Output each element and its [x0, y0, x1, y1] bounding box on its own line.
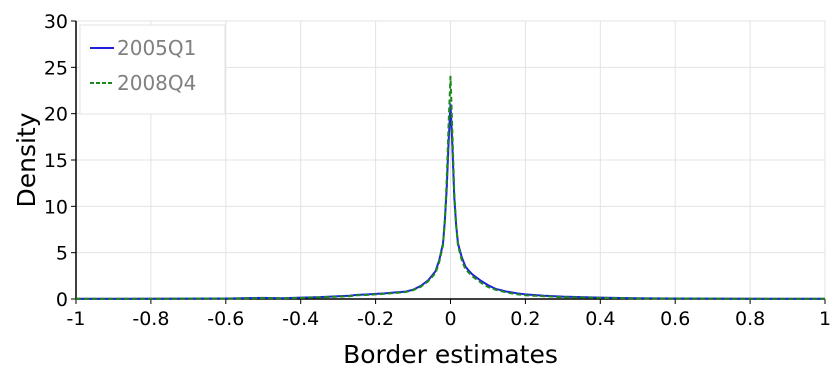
series-line-2008q4	[75, 75, 826, 300]
y-axis-ticks: 0 5 10 15 20 25 30	[44, 11, 76, 311]
x-tick-label: 0.2	[510, 308, 540, 330]
x-tick-label: 0	[444, 308, 456, 330]
y-tick-label: 30	[44, 11, 68, 33]
x-tick-label: -1	[67, 308, 86, 330]
legend: 2005Q1 2008Q4	[79, 24, 226, 115]
legend-box	[79, 24, 226, 115]
y-tick-label: 10	[44, 196, 68, 218]
x-tick-label: 1	[819, 308, 831, 330]
legend-label: 2005Q1	[117, 36, 196, 60]
x-tick-label: 0.4	[585, 308, 615, 330]
x-axis-title: Border estimates	[343, 340, 558, 369]
y-tick-label: 25	[44, 57, 68, 79]
series-lines	[75, 75, 826, 300]
y-tick-label: 5	[56, 243, 68, 265]
x-axis-ticks: -1 -0.8 -0.6 -0.4 -0.2 0 0.2 0.4 0.6 0.8 1	[67, 299, 831, 330]
x-tick-label: 0.6	[660, 308, 690, 330]
x-tick-label: 0.8	[735, 308, 765, 330]
x-tick-label: -0.6	[207, 308, 244, 330]
x-tick-label: -0.2	[357, 308, 394, 330]
y-tick-label: 0	[56, 289, 68, 311]
x-tick-label: -0.4	[282, 308, 319, 330]
legend-label: 2008Q4	[117, 71, 196, 95]
y-tick-label: 15	[44, 150, 68, 172]
y-axis-title: Density	[12, 112, 41, 207]
x-tick-label: -0.8	[132, 308, 169, 330]
y-tick-label: 20	[44, 104, 68, 126]
